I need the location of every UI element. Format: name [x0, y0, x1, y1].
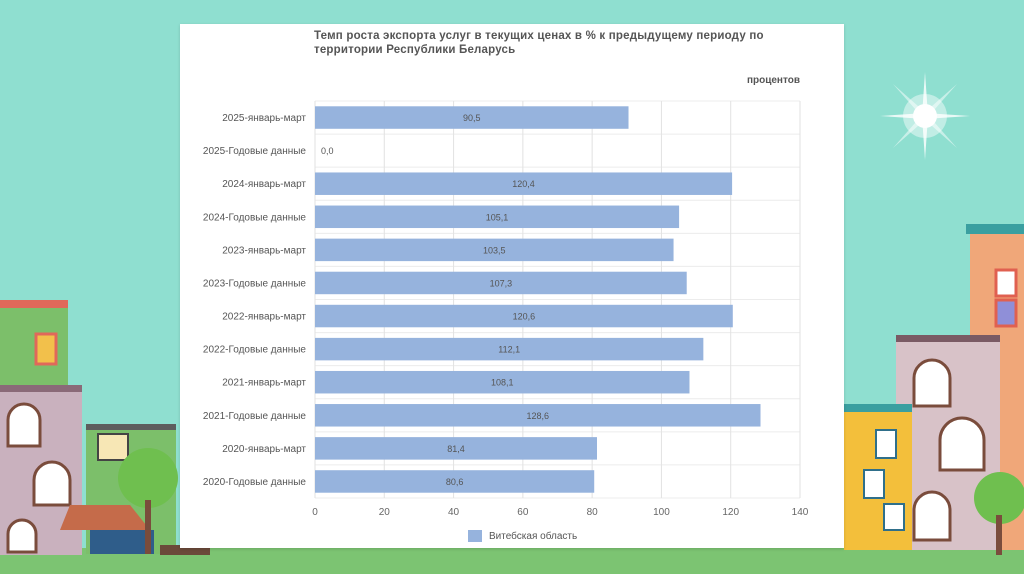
data-label: 81,4 [447, 444, 465, 454]
bar [315, 437, 597, 460]
data-label: 90,5 [463, 113, 481, 123]
category-label: 2024-Годовые данные [203, 212, 307, 223]
category-label: 2025-январь-март [222, 113, 306, 124]
bar [315, 205, 680, 229]
category-label: 2022-Годовые данные [203, 345, 307, 356]
bar [315, 404, 761, 427]
category-label: 2021-январь-март [222, 378, 306, 389]
x-tick-label: 100 [653, 507, 670, 518]
category-label: 2021-Годовые данные [203, 411, 307, 422]
data-label: 107,3 [490, 278, 513, 288]
category-label: 2024-январь-март [222, 179, 306, 190]
chart-card: Темп роста экспорта услуг в текущих цена… [180, 24, 844, 548]
left-houses-illustration [0, 300, 210, 555]
x-tick-label: 140 [792, 507, 809, 518]
bar [315, 271, 687, 295]
data-label: 128,6 [526, 411, 549, 421]
legend-label: Витебская область [489, 530, 578, 542]
data-label: 80,6 [446, 477, 464, 487]
chart-legend: Витебская область [468, 529, 577, 543]
data-label: 0,0 [321, 146, 334, 156]
data-label: 120,6 [513, 312, 536, 322]
x-tick-label: 120 [722, 507, 739, 518]
bar-chart: 0 20 40 60 80 100 120 140 2025-январь-март 90,5 20… [203, 100, 809, 518]
x-tick-label: 80 [587, 507, 599, 518]
data-label: 105,1 [486, 212, 509, 222]
category-label: 2023-Годовые данные [203, 278, 307, 289]
data-label: 120,4 [512, 179, 535, 189]
legend-swatch [468, 530, 482, 542]
data-label: 108,1 [491, 378, 514, 388]
category-label: 2020-Годовые данные [203, 477, 307, 488]
x-tick-label: 60 [517, 507, 529, 518]
data-label: 103,5 [483, 245, 506, 255]
x-tick-label: 20 [379, 507, 391, 518]
bar [315, 304, 733, 328]
bar [315, 470, 595, 493]
category-label: 2025-Годовые данные [203, 146, 307, 157]
x-tick-label: 40 [448, 507, 460, 518]
category-label: 2020-январь-март [222, 444, 306, 455]
bar [315, 172, 733, 195]
bar [315, 370, 690, 394]
right-houses-illustration [844, 224, 1024, 555]
unit-label: процентов [746, 75, 800, 86]
bar [315, 106, 629, 129]
x-tick-label: 0 [312, 507, 318, 518]
bar [315, 337, 704, 361]
data-label: 112,1 [498, 345, 520, 355]
category-label: 2022-январь-март [222, 312, 306, 323]
bar [315, 238, 674, 262]
sun-icon [880, 72, 970, 160]
category-label: 2023-январь-март [222, 245, 306, 256]
chart-title: Темп роста экспорта услуг в текущих цена… [314, 30, 764, 56]
